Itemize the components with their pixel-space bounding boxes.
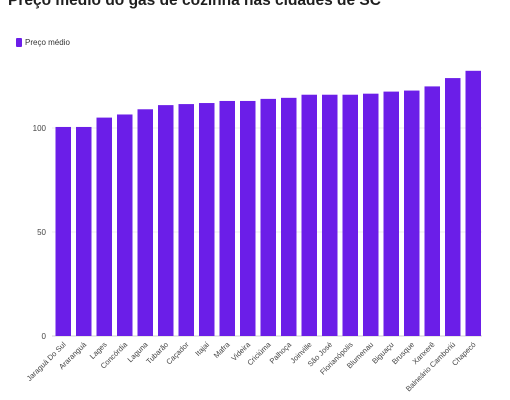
bar[interactable]	[178, 104, 195, 336]
legend-swatch	[16, 38, 22, 47]
bar[interactable]	[404, 90, 420, 336]
bar[interactable]	[465, 70, 482, 337]
bar[interactable]	[342, 94, 359, 336]
bar[interactable]	[55, 126, 72, 337]
bar[interactable]	[281, 97, 297, 336]
chart-title: Preço médio do gás de cozinha nas cidade…	[8, 0, 381, 9]
legend[interactable]: Preço médio	[16, 38, 70, 47]
bar[interactable]	[424, 86, 441, 337]
bar[interactable]	[219, 100, 236, 337]
y-tick-label: 100	[33, 124, 47, 133]
legend-label: Preço médio	[25, 38, 70, 47]
y-tick-label: 0	[42, 332, 47, 341]
y-tick-label: 50	[37, 228, 46, 237]
bar[interactable]	[363, 93, 379, 337]
bar[interactable]	[240, 100, 256, 337]
bar[interactable]	[117, 114, 133, 336]
x-tick-label: Itajaí	[193, 339, 212, 358]
bar[interactable]	[199, 103, 215, 336]
bar[interactable]	[260, 98, 277, 336]
bar[interactable]	[445, 78, 461, 336]
bar[interactable]	[322, 94, 338, 336]
bar[interactable]	[76, 126, 92, 337]
x-tick-label: Caçador	[164, 340, 191, 367]
bar[interactable]	[96, 117, 113, 336]
bar[interactable]	[383, 91, 400, 336]
bar[interactable]	[158, 105, 174, 337]
bar[interactable]	[301, 94, 318, 336]
x-tick-label: Criciúma	[245, 339, 273, 367]
bar[interactable]	[137, 109, 154, 336]
